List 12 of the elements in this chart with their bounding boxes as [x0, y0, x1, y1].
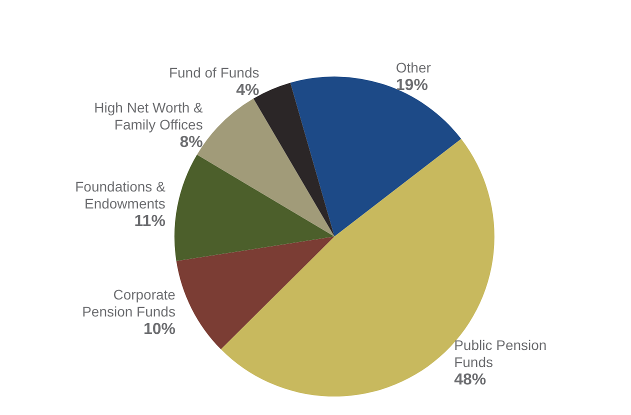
slice-label: Fund of Funds	[168, 64, 260, 81]
slice-label: Corporate Pension Funds	[82, 286, 176, 320]
data-label: 4%	[236, 82, 260, 100]
data-label: 48%	[454, 371, 486, 388]
slice-label: Public Pension Funds	[454, 336, 547, 370]
data-label: 10%	[143, 320, 176, 338]
data-label: 8%	[180, 134, 203, 152]
slice-label: Other	[396, 59, 432, 76]
slice-label: Foundations & Endowments	[75, 178, 166, 212]
slice-label: High Net Worth & Family Offices	[94, 100, 204, 133]
data-label: 11%	[134, 212, 166, 230]
data-label: 19%	[396, 76, 428, 94]
